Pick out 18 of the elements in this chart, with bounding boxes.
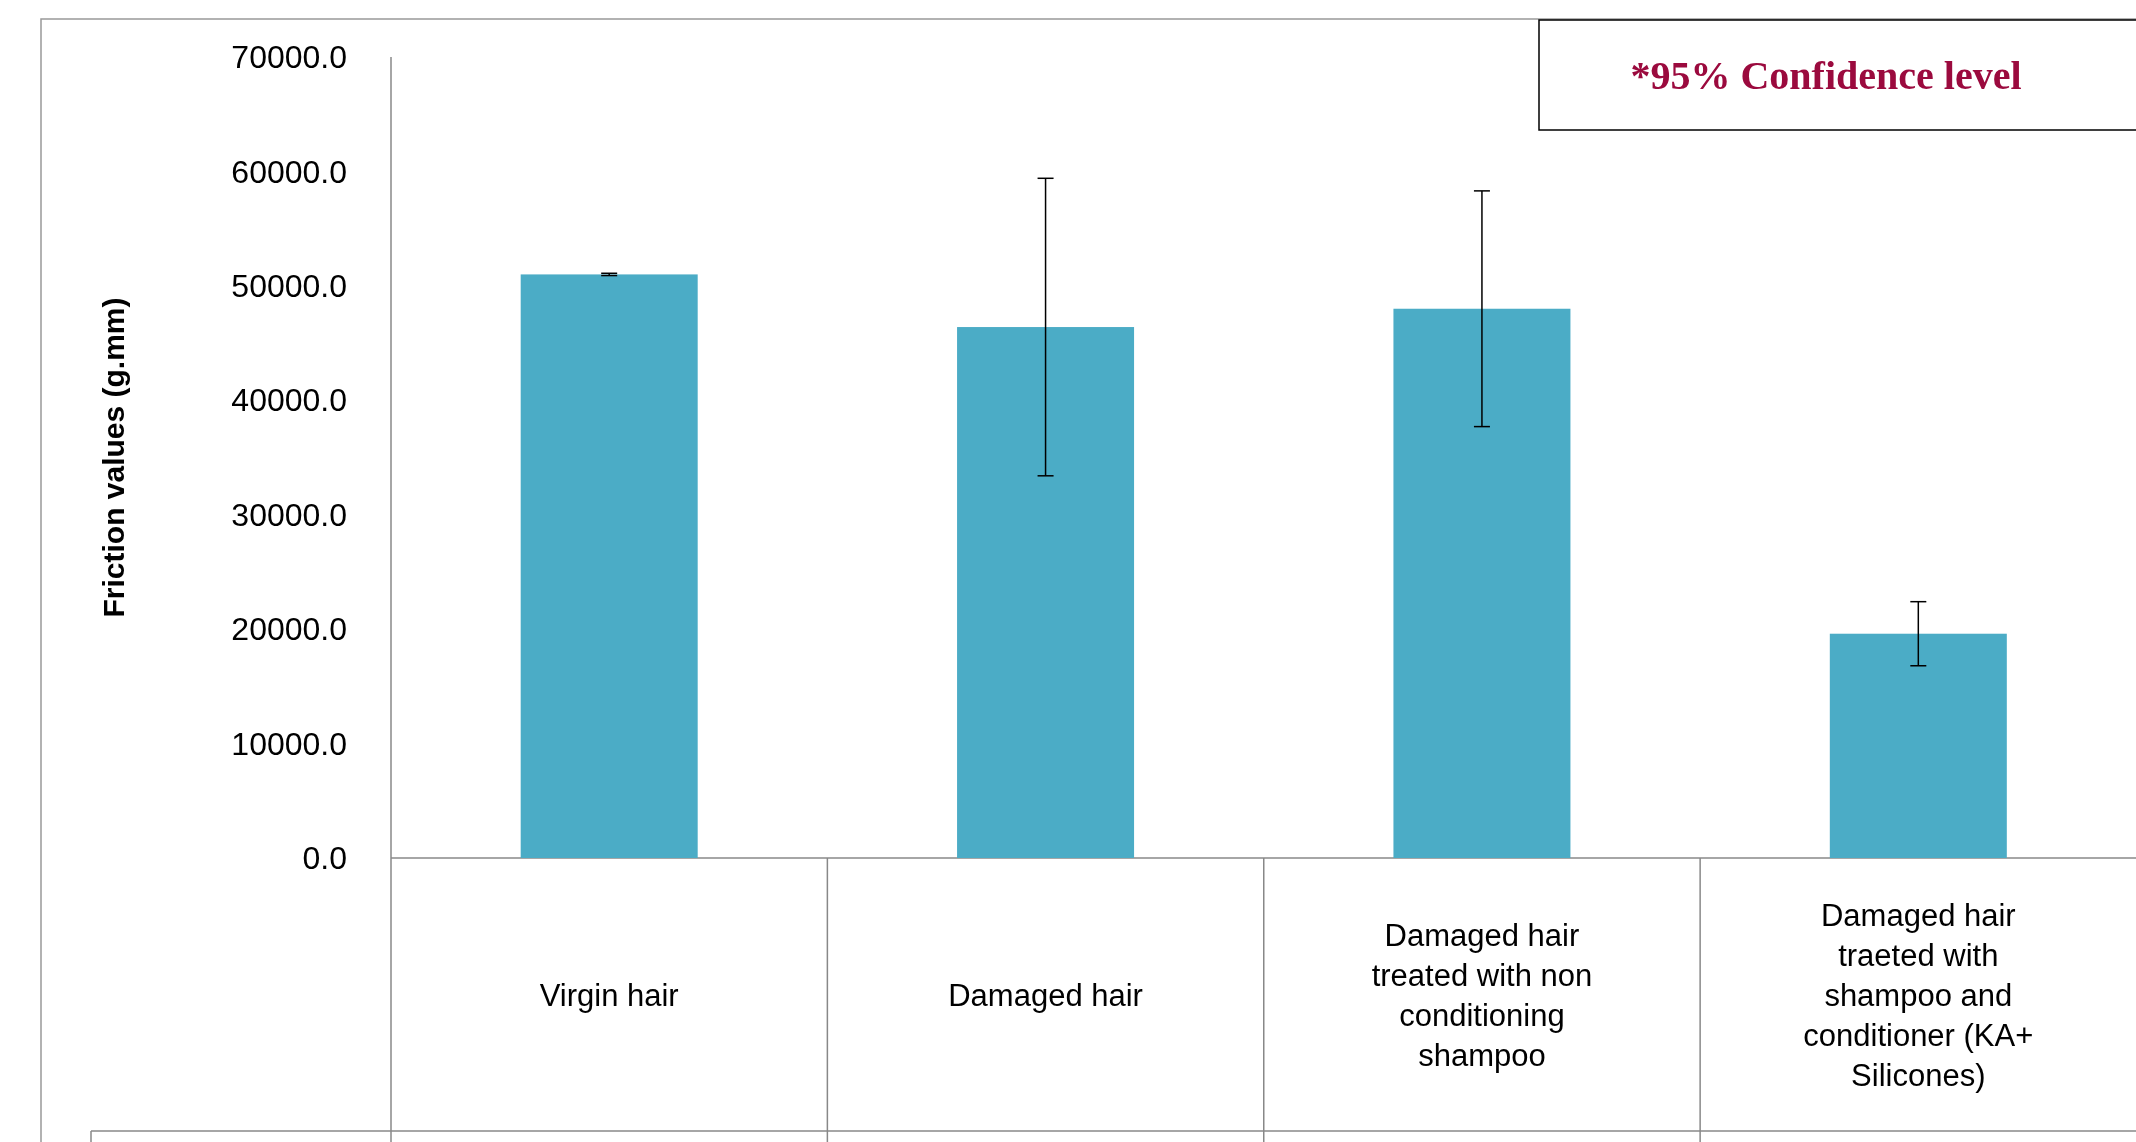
x-tick-label: Damaged hair traeted with shampoo and conditioner (KA+ Silicones) bbox=[1803, 897, 2034, 1093]
y-tick-label: 30000.0 bbox=[231, 496, 347, 533]
x-tick-label: Damaged hair bbox=[948, 977, 1143, 1013]
x-tick-label: Damaged hair treated with non conditioning shampoo bbox=[1371, 917, 1593, 1073]
bar bbox=[520, 274, 698, 858]
y-axis-title: Friction values (g.mm) bbox=[97, 297, 130, 618]
y-tick-label: 70000.0 bbox=[231, 39, 347, 76]
y-tick-label: 40000.0 bbox=[231, 382, 347, 419]
bar bbox=[957, 327, 1135, 858]
y-tick-label: 0.0 bbox=[302, 840, 347, 877]
bar bbox=[1393, 308, 1571, 858]
y-tick-label: 50000.0 bbox=[231, 268, 347, 305]
y-tick-label: 60000.0 bbox=[231, 153, 347, 190]
y-tick-label: 20000.0 bbox=[231, 611, 347, 648]
annotation: *95% Confidence level bbox=[1630, 53, 2022, 98]
x-tick-label: Virgin hair bbox=[539, 977, 679, 1013]
bar bbox=[1829, 633, 2007, 858]
y-tick-label: 10000.0 bbox=[231, 725, 347, 762]
